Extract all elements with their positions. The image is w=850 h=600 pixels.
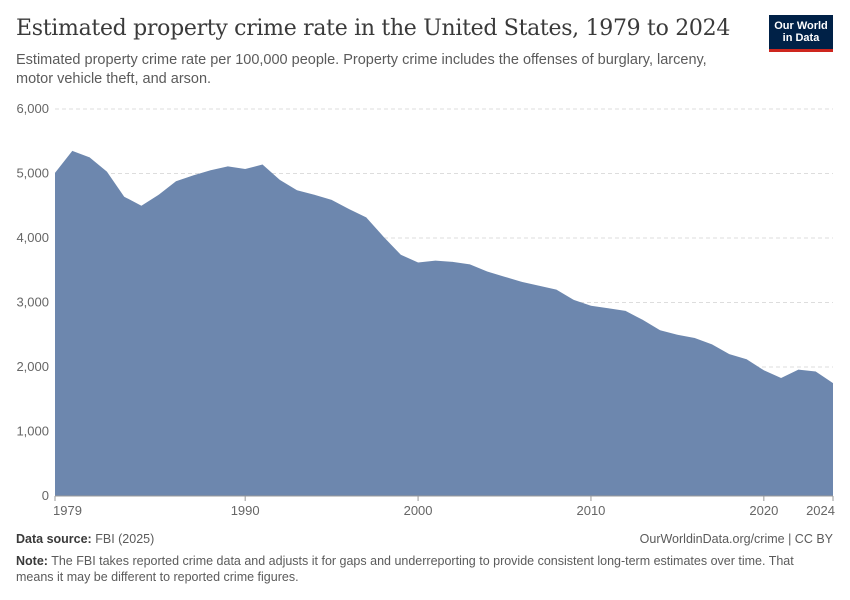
- note-label: Note:: [16, 554, 48, 568]
- source-link[interactable]: OurWorldinData.org/crime | CC BY: [639, 532, 833, 546]
- y-tick-label: 4,000: [16, 230, 49, 245]
- owid-logo[interactable]: Our World in Data: [769, 15, 833, 52]
- y-tick-label: 0: [42, 488, 49, 503]
- y-tick-label: 5,000: [16, 166, 49, 181]
- x-tick-label: 1979: [53, 503, 82, 518]
- logo-line-2: in Data: [782, 32, 820, 44]
- y-tick-label: 3,000: [16, 295, 49, 310]
- data-source-label: Data source:: [16, 532, 92, 546]
- y-tick-label: 1,000: [16, 424, 49, 439]
- chart-title: Estimated property crime rate in the Uni…: [16, 16, 731, 41]
- x-tick-label: 2010: [576, 503, 605, 518]
- note-text: The FBI takes reported crime data and ad…: [16, 554, 794, 584]
- note: Note: The FBI takes reported crime data …: [16, 553, 826, 585]
- data-source: Data source: FBI (2025): [16, 532, 154, 546]
- x-tick-label: 2000: [404, 503, 433, 518]
- y-tick-label: 2,000: [16, 359, 49, 374]
- y-tick-label: 6,000: [16, 101, 49, 116]
- chart-subtitle: Estimated property crime rate per 100,00…: [16, 52, 707, 87]
- x-tick-label: 2020: [749, 503, 778, 518]
- x-tick-label: 1990: [231, 503, 260, 518]
- x-tick-label: 2024: [806, 503, 835, 518]
- logo-line-1: Our World: [774, 20, 828, 32]
- area-series[interactable]: [55, 150, 833, 496]
- data-source-value: FBI (2025): [95, 532, 155, 546]
